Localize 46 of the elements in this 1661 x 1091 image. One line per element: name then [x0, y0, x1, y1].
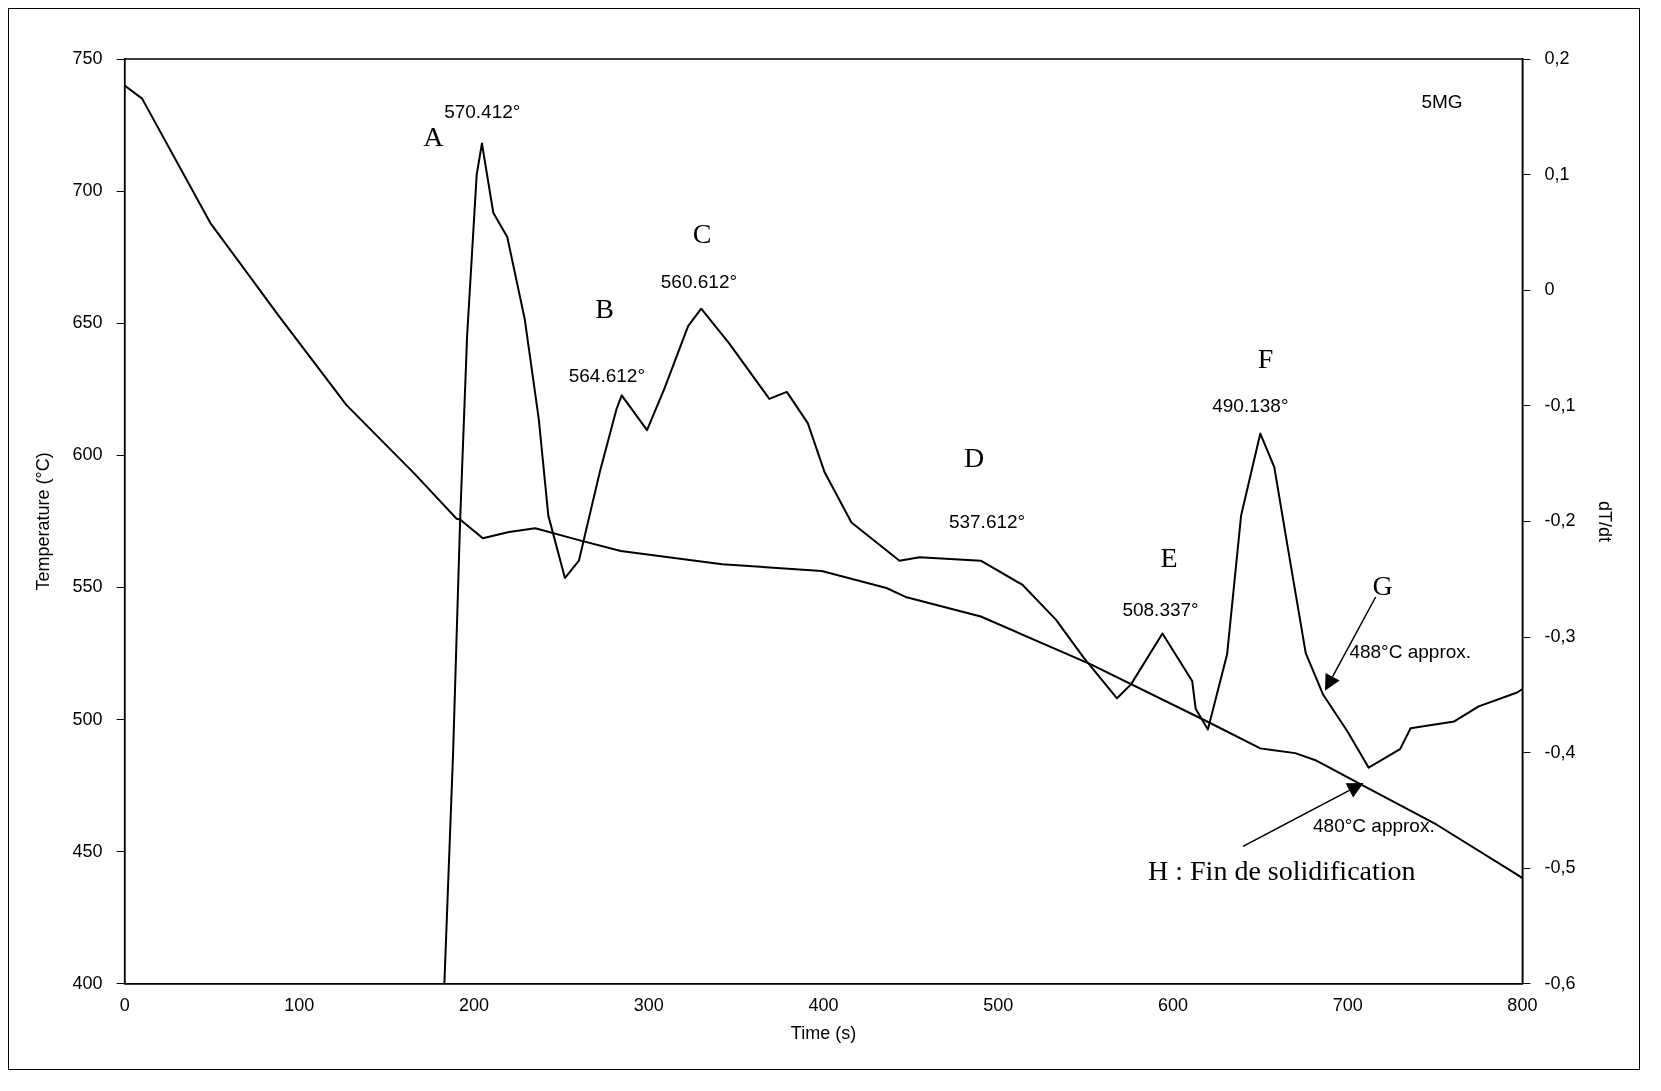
y-tick-label: 450: [72, 840, 103, 861]
y2-tick-label: -0,5: [1544, 857, 1576, 878]
x-tick-label: 200: [459, 994, 490, 1015]
annotation: C: [692, 217, 712, 249]
annotation: 488°C approx.: [1349, 640, 1472, 662]
y-tick-label: 550: [72, 576, 103, 597]
y2-tick-label: 0: [1544, 279, 1555, 300]
annotation: H : Fin de solidification: [1148, 855, 1416, 887]
y2-axis-title: dT/dt: [1595, 500, 1616, 542]
annotation: A: [423, 120, 445, 152]
annotation: 564.612°: [568, 365, 645, 387]
annotation: 560.612°: [660, 270, 738, 292]
y-tick-label: 650: [72, 312, 103, 333]
annotation: G: [1372, 569, 1393, 601]
annotation: 537.612°: [948, 510, 1026, 532]
x-tick-label: 800: [1507, 994, 1538, 1015]
x-tick-label: 700: [1332, 994, 1363, 1015]
y2-tick-label: 0,1: [1544, 163, 1570, 184]
annotation: E: [1160, 542, 1178, 574]
x-tick-label: 600: [1157, 994, 1188, 1015]
annotation: D: [964, 442, 985, 474]
annotation: 570.412°: [444, 100, 521, 122]
annotation: 490.138°: [1212, 395, 1289, 417]
x-tick-label: 0: [119, 994, 130, 1015]
y-tick-label: 500: [72, 708, 103, 729]
annotation: F: [1257, 342, 1274, 374]
y2-tick-label: -0,2: [1544, 510, 1576, 531]
y2-tick-label: -0,1: [1544, 394, 1576, 415]
x-axis-title: Time (s): [790, 1023, 857, 1044]
y-tick-label: 700: [72, 180, 103, 201]
y2-tick-label: 0,2: [1544, 47, 1570, 68]
x-tick-label: 500: [983, 994, 1014, 1015]
annotation: 5MG: [1421, 91, 1463, 113]
y-tick-label: 400: [72, 972, 103, 993]
x-tick-label: 300: [633, 994, 664, 1015]
y2-tick-label: -0,3: [1544, 625, 1576, 646]
y-tick-label: 750: [72, 47, 103, 68]
annotation: 508.337°: [1122, 599, 1199, 621]
annotation: B: [595, 293, 614, 325]
annotation: 480°C approx.: [1313, 815, 1435, 837]
y2-tick-label: -0,4: [1544, 741, 1576, 762]
y2-tick-label: -0,6: [1544, 972, 1576, 993]
y-axis-title: Temperature (°C): [32, 452, 53, 591]
y-tick-label: 600: [72, 444, 103, 465]
x-tick-label: 400: [808, 994, 839, 1015]
x-tick-label: 100: [284, 994, 315, 1015]
